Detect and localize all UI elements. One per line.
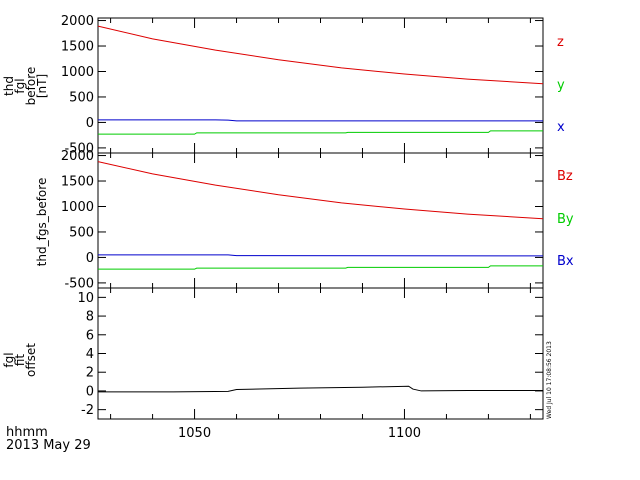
series-line-z <box>97 25 544 85</box>
series-line-y <box>98 130 543 135</box>
y-tick-label: 10 <box>77 291 94 306</box>
chart-marks: -5000500100015002000-5000500100015002000… <box>61 14 544 441</box>
y-tick-label: 1500 <box>61 40 94 55</box>
y-tick-label: 0 <box>86 384 94 399</box>
y-tick-label: 1500 <box>61 175 94 190</box>
panel-frame <box>97 287 544 420</box>
panel-2-marks: -2 0 2 4 6 8 10 <box>77 288 543 419</box>
legend-bx: Bx <box>557 254 574 269</box>
timestamp: Wed Jul 10 17:08:56 2013 <box>546 341 553 419</box>
y-tick-label: -500 <box>64 276 94 291</box>
series-line-Bz <box>97 161 544 220</box>
y-tick-label: 500 <box>69 225 94 240</box>
y-label-line: [nT] <box>35 74 49 98</box>
panel-0-marks: -500 0 500 1000 1500 2000 <box>61 14 544 156</box>
y-tick-label: 1000 <box>61 200 94 215</box>
y-label-line: fgl <box>13 78 27 93</box>
y-tick-label: 2 <box>86 366 94 381</box>
legend-by: By <box>557 212 574 227</box>
legend-z: z <box>557 35 564 50</box>
y-tick-label: 6 <box>86 328 94 343</box>
series-line-By <box>98 265 543 270</box>
panel-1-marks: -500 0 500 1000 1500 2000 <box>61 149 544 291</box>
y-axis-label: thd fgl before [nT] <box>2 67 49 106</box>
x-axis-label: hhmm <box>6 425 48 440</box>
y-tick-label: -500 <box>64 141 94 156</box>
y-label-line: thd <box>2 76 16 96</box>
y-tick-label: 2000 <box>61 149 94 164</box>
x-tick-label: 1050 <box>178 426 211 441</box>
y-label-line: offset <box>24 343 38 377</box>
y-axis-label: fgl fit offset <box>2 343 38 377</box>
series-line-x <box>98 119 543 122</box>
y-tick-label: 4 <box>86 347 94 362</box>
y-label-line: fgl <box>2 352 16 367</box>
x-axis-date: 2013 May 29 <box>6 438 91 453</box>
y-tick-label: 2000 <box>61 14 94 29</box>
y-tick-label: -2 <box>81 403 94 418</box>
y-tick-label: 1000 <box>61 65 94 80</box>
legend-x: x <box>557 120 565 135</box>
panel-fit-offset: fgl fit offset <box>2 287 544 420</box>
y-label-line: fit <box>13 354 27 367</box>
y-axis-label: thd_fgs_before <box>35 178 49 267</box>
y-tick-label: 8 <box>86 310 94 325</box>
legend-bz: Bz <box>557 169 573 184</box>
y-tick-label: 0 <box>86 116 94 131</box>
y-tick-label: 500 <box>69 90 94 105</box>
series-line-Bx <box>98 254 544 257</box>
y-label-line: before <box>24 67 38 106</box>
series-line-offset <box>98 385 543 393</box>
x-tick-label: 1100 <box>388 426 421 441</box>
y-tick-label: 0 <box>86 251 94 266</box>
legend-y: y <box>557 78 565 93</box>
